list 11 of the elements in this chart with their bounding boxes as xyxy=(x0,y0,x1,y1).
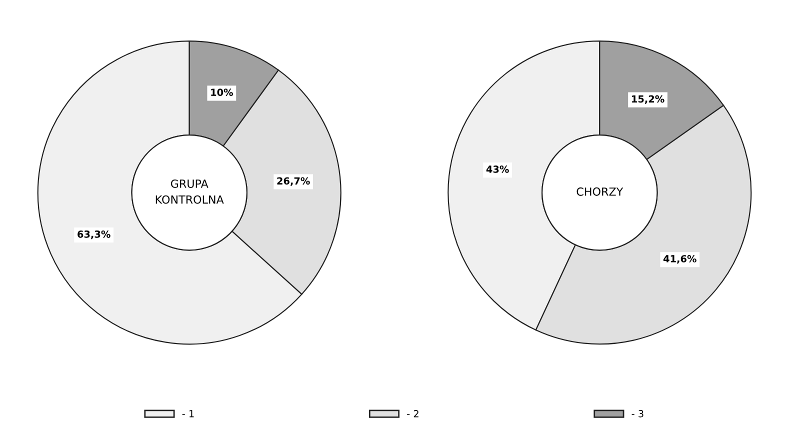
text: GRUPA KONTROLNA xyxy=(156,180,224,204)
data-label: 10% xyxy=(211,88,233,96)
text: CHORZY xyxy=(576,187,624,196)
data-label: 43% xyxy=(486,166,509,173)
data-label: 63,3% xyxy=(78,230,110,240)
data-label: 41,6% xyxy=(663,255,696,264)
legend-label: - 1 xyxy=(182,410,194,418)
data-label: 26,7% xyxy=(277,177,310,186)
legend-label: - 2 xyxy=(407,410,418,418)
data-label: 15,2% xyxy=(632,95,664,104)
legend-label: - 3 xyxy=(632,410,644,418)
